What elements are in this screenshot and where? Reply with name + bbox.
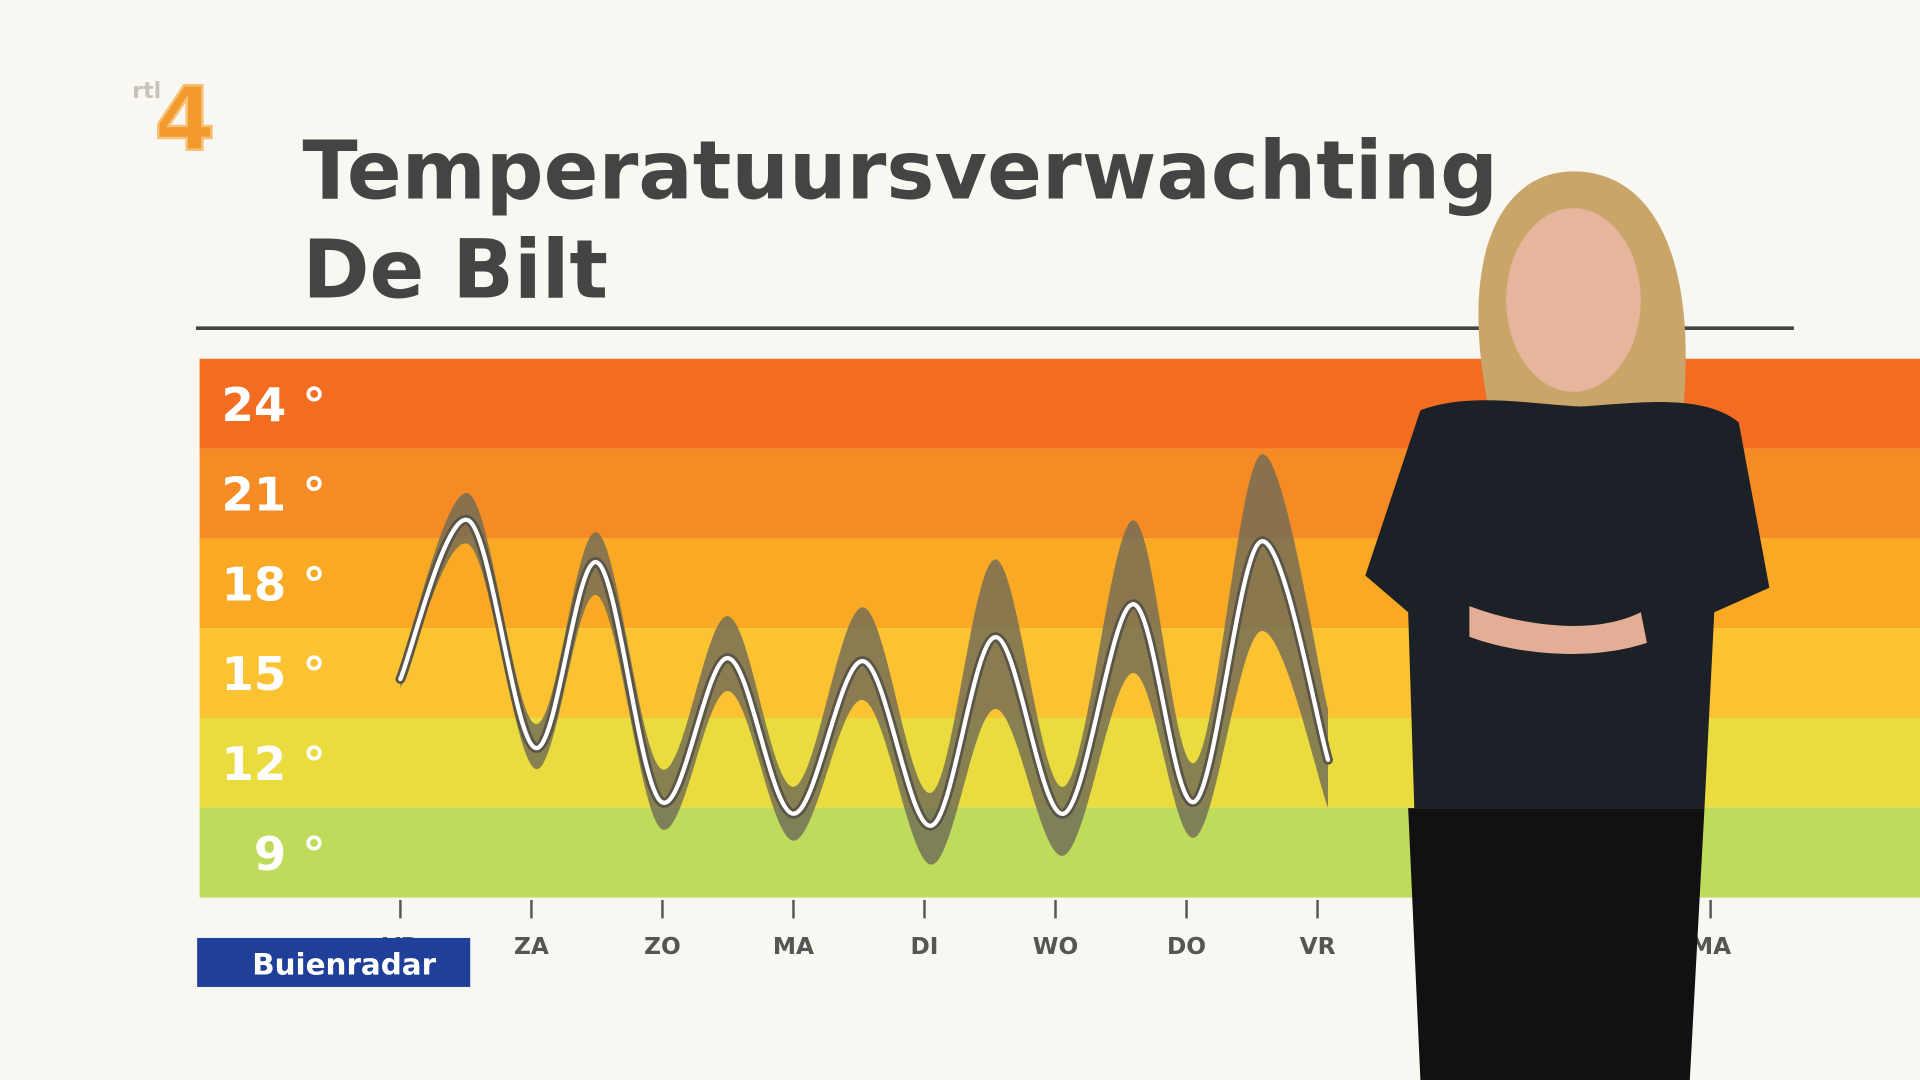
x-tick-label: MA — [773, 933, 814, 960]
x-tick-label: VR — [1300, 933, 1336, 960]
x-tick-label: DO — [1167, 933, 1206, 960]
y-tick-label: 9 ° — [254, 827, 326, 881]
x-tick-label: ZA — [514, 933, 549, 960]
presenter — [1365, 171, 1770, 1080]
brand-name: Buienradar — [252, 948, 436, 982]
chart-title: Temperatuursverwachting — [302, 124, 1498, 218]
brand-box — [197, 937, 471, 987]
y-tick-label: 12 ° — [222, 737, 326, 791]
chart-subtitle: De Bilt — [302, 224, 608, 318]
x-tick-label: ZO — [644, 933, 681, 960]
y-tick-label: 21 ° — [222, 468, 326, 522]
logo-channel: 4 — [154, 67, 215, 170]
x-tick-label: DI — [911, 933, 939, 960]
y-tick-label: 15 ° — [222, 647, 326, 701]
logo-network: rtl — [132, 79, 161, 104]
temperature-line — [398, 517, 1331, 828]
y-tick-label: 24 ° — [222, 378, 326, 432]
y-tick-label: 18 ° — [222, 557, 326, 611]
x-tick-label: WO — [1033, 933, 1078, 960]
